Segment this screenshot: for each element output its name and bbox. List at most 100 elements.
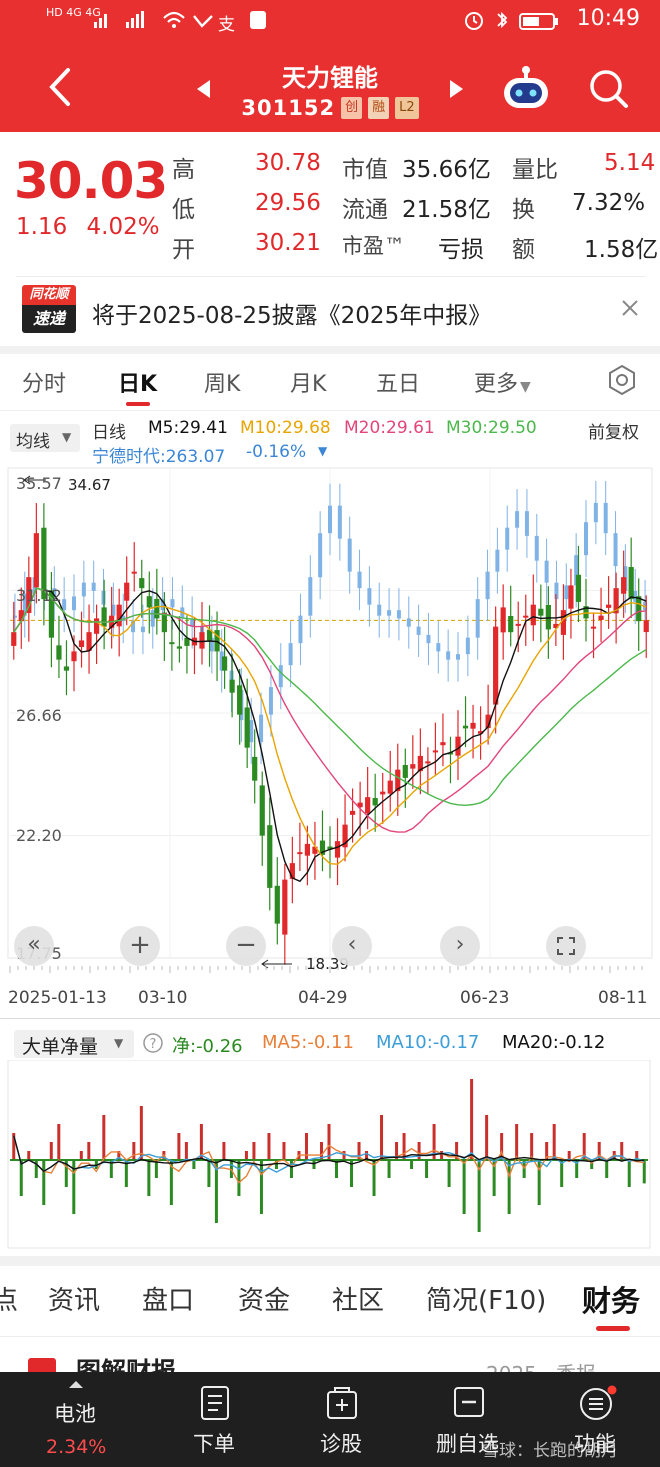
compare-candle: [121, 615, 126, 622]
price-change: 1.16 4.02%: [16, 214, 160, 240]
flow-bar: [455, 1142, 459, 1160]
tab-five-day[interactable]: 五日: [376, 372, 421, 397]
tab-more[interactable]: 更多 ▼: [474, 372, 531, 397]
kline-chart[interactable]: [0, 464, 660, 984]
compare-candle: [328, 505, 332, 534]
flow-bar: [214, 1160, 218, 1223]
remove-watchlist-button[interactable]: 删自选: [436, 1432, 499, 1456]
open-label: 开: [172, 237, 195, 263]
tab-f10[interactable]: 简况(F10): [426, 1286, 547, 1316]
flow-chart[interactable]: [0, 1060, 660, 1252]
candle: [365, 797, 371, 814]
x-tick: 06-23: [460, 988, 510, 1008]
tab-daily-k[interactable]: 日K: [118, 372, 158, 397]
compare-stock[interactable]: 宁德时代:263.07: [92, 447, 226, 467]
flow-bar: [605, 1160, 609, 1178]
announcement-text: 将于2025-08-25披露《2025年中报》: [92, 303, 492, 329]
compare-candle: [406, 618, 411, 627]
tab-orderbook[interactable]: 盘口: [142, 1286, 195, 1316]
tab-funds[interactable]: 资金: [238, 1286, 291, 1316]
y-tick: 35.57: [16, 474, 62, 493]
flow-bar: [380, 1115, 384, 1160]
tab-finance[interactable]: 财务: [582, 1284, 641, 1318]
compare-candle: [22, 593, 27, 616]
tab-weekly-k[interactable]: 周K: [204, 372, 241, 397]
flow-bar: [154, 1160, 158, 1178]
scroll-left-button[interactable]: ‹: [332, 926, 372, 966]
diagnose-icon: [327, 1387, 357, 1419]
flow-bar: [372, 1160, 376, 1196]
flow-bar: [560, 1160, 564, 1187]
app-header: HD 4G 4G 支 10:49 天力锂能 301152 创 融 L2: [0, 0, 660, 132]
tag-chuang: 创: [341, 97, 363, 119]
next-stock-icon[interactable]: [446, 78, 466, 100]
flow-line-ma20: [13, 1135, 645, 1173]
tab-partial[interactable]: 点: [0, 1286, 19, 1316]
flow-bar: [417, 1142, 421, 1160]
compare-candle: [62, 599, 67, 611]
flow-bar: [440, 1151, 444, 1160]
chevron-down-icon: ▼: [520, 379, 531, 395]
fullscreen-button[interactable]: [546, 926, 586, 966]
zoom-out-far-button[interactable]: «: [14, 926, 54, 966]
flow-bar: [492, 1160, 496, 1196]
close-icon[interactable]: [620, 298, 640, 318]
diagnose-button[interactable]: 诊股: [320, 1432, 362, 1456]
candle: [146, 596, 152, 608]
candle: [477, 731, 484, 734]
settings-icon[interactable]: [606, 364, 638, 396]
flow-bar: [635, 1151, 639, 1160]
flow-frame: [7, 1060, 651, 1249]
vol-ratio-value: 5.14: [604, 150, 656, 176]
more-functions-button[interactable]: 功能: [574, 1432, 616, 1456]
indicator-selector[interactable]: 大单净量 ▼: [14, 1030, 134, 1058]
flow-bar: [545, 1142, 549, 1160]
high-value: 30.78: [255, 150, 321, 176]
order-button[interactable]: 下单: [193, 1432, 235, 1456]
candle: [297, 852, 303, 855]
candle: [11, 632, 17, 646]
candle: [63, 666, 70, 671]
flow-bar: [184, 1142, 188, 1160]
stock-name: 天力锂能: [282, 64, 378, 92]
ma-selector[interactable]: 均线 ▼: [10, 424, 80, 452]
scroll-right-button[interactable]: ›: [440, 926, 480, 966]
fq-toggle[interactable]: 前复权: [588, 423, 639, 443]
back-icon[interactable]: [44, 66, 74, 108]
tab-monthly-k[interactable]: 月K: [290, 372, 327, 397]
compare-candle: [593, 502, 598, 523]
flow-bar: [597, 1142, 601, 1160]
zoom-out-button[interactable]: −: [226, 926, 266, 966]
flow-bar: [477, 1160, 481, 1232]
candle: [161, 612, 167, 633]
flow-bar: [582, 1133, 586, 1160]
flow-bar: [432, 1124, 436, 1160]
max-arrow: [23, 475, 46, 485]
search-icon[interactable]: [588, 68, 630, 110]
amount-value: 1.58亿: [584, 237, 659, 263]
candle: [643, 620, 649, 633]
last-price: 30.03: [14, 152, 168, 210]
ma-line-m10: [13, 587, 647, 865]
change-value: 1.16: [16, 214, 68, 240]
compare-candle: [318, 533, 323, 578]
compare-candle: [633, 590, 638, 602]
flow-bar: [139, 1106, 143, 1160]
candle: [538, 608, 544, 616]
help-icon[interactable]: ?: [142, 1032, 164, 1054]
ma10-legend: M10:29.68: [240, 418, 331, 438]
tab-news[interactable]: 资讯: [48, 1286, 101, 1316]
candle: [432, 750, 439, 753]
sector-name[interactable]: 电池: [54, 1402, 96, 1426]
compare-candle: [12, 615, 17, 618]
flow-bar: [192, 1160, 196, 1169]
tab-community[interactable]: 社区: [332, 1286, 385, 1316]
report-period[interactable]: 2025 · 季报: [486, 1358, 596, 1372]
candle: [124, 582, 130, 601]
prev-stock-icon[interactable]: [194, 78, 214, 100]
zoom-in-button[interactable]: +: [120, 926, 160, 966]
robot-assistant-icon[interactable]: [500, 62, 552, 112]
tab-timeshare[interactable]: 分时: [22, 372, 67, 397]
candle: [523, 615, 529, 618]
candle: [86, 632, 92, 651]
